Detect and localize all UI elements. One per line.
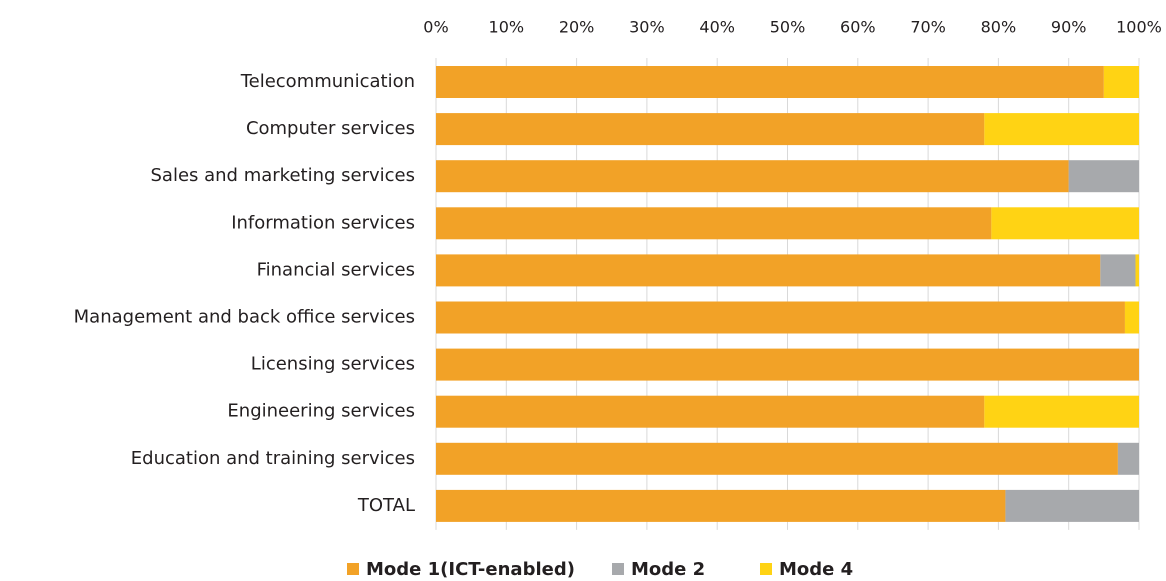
x-tick-label: 0% [423, 18, 448, 37]
bar-segment [1135, 254, 1139, 287]
y-tick-label: Education and training services [131, 448, 415, 469]
x-tick-label: 10% [489, 18, 525, 37]
bar-segment [436, 301, 1125, 334]
y-tick-label: Telecommunication [240, 71, 415, 92]
x-tick-label: 70% [910, 18, 946, 37]
y-tick-label: Computer services [246, 118, 415, 139]
legend-label: Mode 4 [779, 559, 853, 580]
bar-segment [991, 207, 1139, 240]
y-tick-label: TOTAL [357, 495, 415, 516]
x-tick-label: 80% [981, 18, 1017, 37]
bar-segment [1117, 442, 1139, 475]
legend-label: Mode 1(ICT-enabled) [366, 559, 575, 580]
y-tick-label: Management and back office services [74, 307, 415, 328]
bar-segment [1100, 254, 1136, 287]
x-tick-label: 60% [840, 18, 876, 37]
bar-segment [436, 395, 985, 428]
bar-segment [1103, 66, 1139, 98]
bar-segment [984, 113, 1139, 146]
x-tick-label: 30% [629, 18, 665, 37]
legend-swatch [612, 563, 624, 575]
x-tick-label: 20% [559, 18, 595, 37]
bar-segment [1005, 489, 1139, 522]
legend-swatch [347, 563, 359, 575]
bar-segment [436, 254, 1101, 287]
bar-segment [436, 489, 1006, 522]
bar-segment [436, 207, 992, 240]
bar-segment [436, 113, 985, 146]
y-tick-label: Sales and marketing services [150, 165, 415, 186]
x-tick-label: 40% [699, 18, 735, 37]
bar-segment [984, 395, 1139, 428]
bar-segment [436, 348, 1139, 381]
bar-segment [436, 442, 1118, 475]
x-tick-label: 90% [1051, 18, 1087, 37]
bar-segment [436, 66, 1104, 98]
x-tick-label: 100% [1116, 18, 1162, 37]
x-tick-label: 50% [770, 18, 806, 37]
legend-label: Mode 2 [631, 559, 705, 580]
y-tick-label: Information services [231, 212, 415, 233]
legend-swatch [760, 563, 772, 575]
y-tick-label: Licensing services [251, 354, 415, 375]
bar-segment [1068, 160, 1139, 193]
bar-segment [436, 160, 1069, 193]
y-tick-label: Financial services [257, 259, 415, 280]
bar-segment [1124, 301, 1139, 334]
y-tick-label: Engineering services [227, 401, 415, 422]
